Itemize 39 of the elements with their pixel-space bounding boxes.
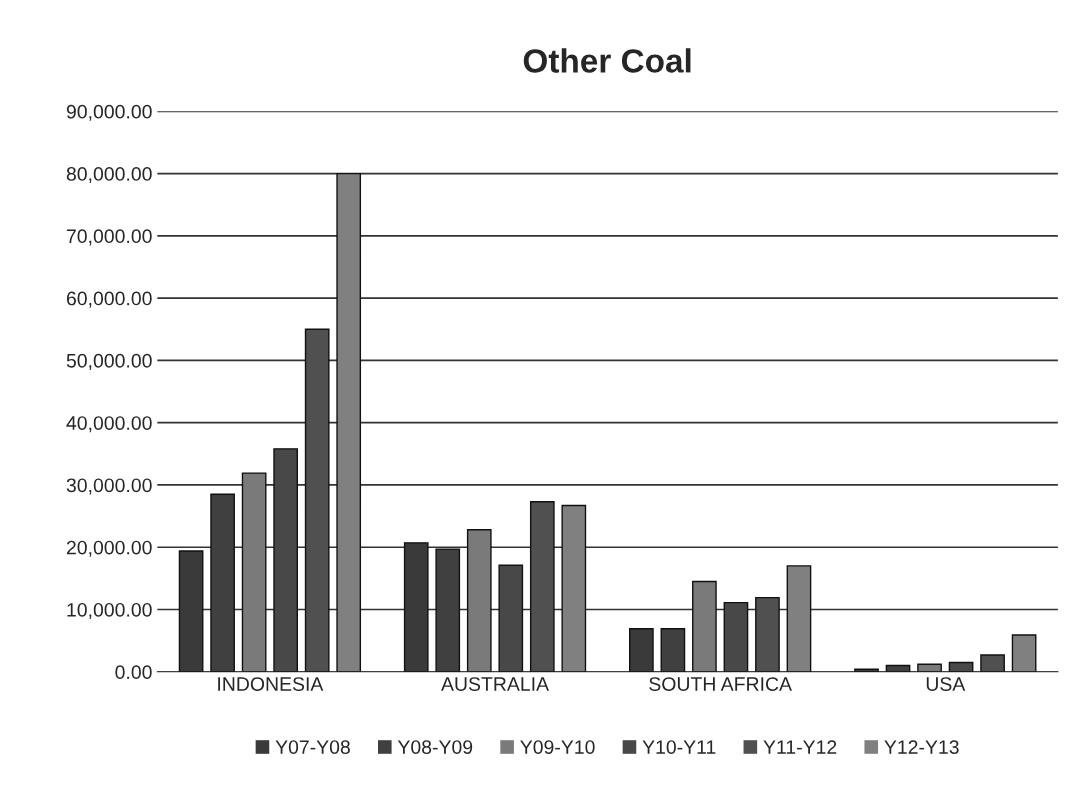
bar [755, 596, 780, 672]
x-tick-label: USA [926, 677, 966, 691]
x-tick-label: INDONESIA [218, 677, 324, 691]
bar [241, 472, 267, 672]
x-tick-label: SOUTH AFRICA [649, 677, 792, 691]
bar [660, 628, 686, 672]
y-tick-label: 30,000.00 [66, 478, 152, 495]
bar [336, 172, 362, 672]
bar [692, 580, 717, 672]
y-tick-label: 90,000.00 [66, 104, 152, 121]
legend-label: Y09-Y10 [520, 740, 595, 754]
y-tick-label: 60,000.00 [66, 291, 152, 308]
y-tick-label: 0.00 [115, 665, 152, 680]
bar [786, 565, 812, 672]
y-tick-label: 70,000.00 [66, 229, 152, 246]
bar [466, 529, 492, 672]
bar [273, 448, 299, 672]
bar [498, 564, 524, 672]
bar [980, 654, 1005, 672]
legend-label: Y11-Y12 [763, 740, 837, 754]
y-tick-label: 40,000.00 [66, 416, 152, 433]
bar [723, 601, 749, 672]
bar [529, 501, 555, 672]
y-tick-label: 10,000.00 [67, 602, 152, 620]
bar [435, 548, 461, 672]
chart-title: Other Coal [523, 48, 691, 73]
y-tick-label: 50,000.00 [66, 353, 152, 370]
bar [561, 504, 587, 672]
bar [629, 628, 654, 672]
bar [304, 328, 330, 672]
legend-label: Y12-Y13 [884, 740, 959, 754]
y-tick-label: 20,000.00 [66, 540, 152, 557]
x-tick-label: AUSTRALIA [441, 677, 550, 691]
bar [210, 493, 235, 672]
y-tick-label: 80,000.00 [66, 167, 152, 184]
legend-label: Y08-Y09 [397, 740, 473, 754]
legend-label: Y10-Y11 [642, 740, 716, 754]
bar [1011, 634, 1037, 672]
legend-label: Y07-Y08 [275, 740, 350, 754]
